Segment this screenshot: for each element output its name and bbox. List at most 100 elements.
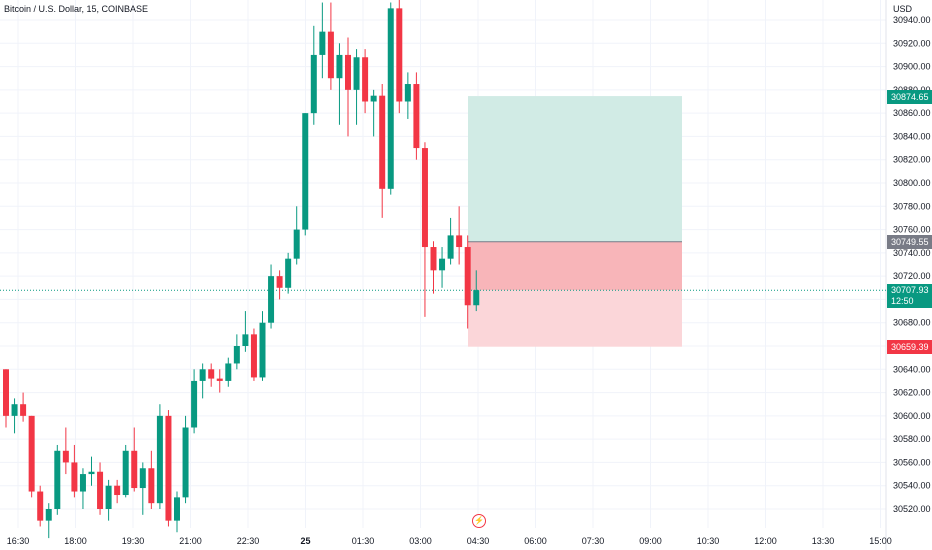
candle-body (182, 427, 189, 498)
bar-countdown: 12:50 (891, 296, 914, 306)
time-tick-label: 22:30 (237, 536, 260, 546)
candle-body (62, 450, 69, 463)
price-tick-label: 30640.00 (893, 364, 931, 374)
price-tick-label: 30540.00 (893, 481, 931, 491)
candle-body (268, 276, 275, 323)
candle-body (473, 290, 480, 306)
candle-body (139, 468, 146, 489)
candle-body (447, 235, 454, 259)
price-tick-label: 30560.00 (893, 457, 931, 467)
candle-body (404, 84, 411, 102)
time-tick-label: 13:30 (812, 536, 835, 546)
time-tick-label: 25 (300, 536, 310, 546)
time-axis[interactable]: 16:30 18:00 19:30 21:00 22:30 25 01:30 03:00 04:… (7, 536, 892, 546)
candle-body (276, 276, 283, 288)
price-tick-label: 30600.00 (893, 411, 931, 421)
candle-body (439, 258, 446, 271)
candle-body (165, 415, 172, 521)
last-price-tag: 30707.93 12:50 (887, 284, 932, 308)
time-tick-label: 10:30 (697, 536, 720, 546)
candle-body (20, 404, 27, 416)
candle-body (250, 334, 257, 378)
candle-body (430, 247, 437, 271)
candle-body (28, 415, 35, 492)
candle-body (302, 113, 309, 230)
time-tick-label: 04:30 (467, 536, 490, 546)
candle-body (11, 404, 18, 416)
candle-body (3, 369, 9, 416)
candle-body (327, 31, 334, 79)
candle-body (208, 369, 215, 379)
candle-body (464, 247, 471, 306)
stop-price-tag: 30659.39 (887, 340, 932, 354)
candle-body (88, 471, 95, 475)
candle-body (105, 485, 112, 509)
candle-body (191, 380, 198, 428)
time-tick-label: 09:00 (639, 536, 662, 546)
position-zones[interactable] (0, 96, 886, 347)
entry-price-tag: 30749.55 (887, 235, 932, 249)
candle-body (242, 334, 249, 346)
price-tick-label: 30780.00 (893, 201, 931, 211)
candle-body (259, 322, 266, 378)
time-tick-label: 07:30 (582, 536, 605, 546)
candle-body (353, 57, 360, 90)
candle-body (79, 474, 86, 492)
lightning-bolt-icon[interactable]: ⚡ (472, 514, 486, 528)
target-price-tag: 30874.65 (887, 90, 932, 104)
candle-body (345, 54, 351, 90)
candle-body (421, 148, 428, 248)
loss-zone-active[interactable] (468, 241, 682, 291)
price-tick-label: 30800.00 (893, 178, 931, 188)
candle-body (225, 363, 232, 381)
time-tick-label: 01:30 (352, 536, 375, 546)
price-tick-label: 30740.00 (893, 248, 931, 258)
price-tick-label: 30720.00 (893, 271, 931, 281)
price-tick-label: 30900.00 (893, 62, 931, 72)
candle-body (233, 346, 240, 364)
candle-body (148, 468, 155, 504)
candle-body (97, 471, 104, 509)
price-tick-label: 30620.00 (893, 388, 931, 398)
candles (3, 0, 480, 539)
candle-body (310, 54, 317, 114)
candle-body (285, 258, 292, 288)
price-tick-label: 30520.00 (893, 504, 931, 514)
candle-body (370, 95, 377, 102)
candle-body (293, 229, 300, 259)
price-tick-label: 30580.00 (893, 434, 931, 444)
price-tick-label: 30840.00 (893, 131, 931, 141)
time-tick-label: 12:00 (754, 536, 777, 546)
last-price-value: 30707.93 (891, 285, 929, 295)
time-tick-label: 18:00 (64, 536, 87, 546)
candle-body (319, 31, 326, 55)
candle-body (216, 378, 223, 381)
candle-body (122, 450, 129, 496)
price-tick-label: 30880.00 (893, 85, 931, 95)
candle-body (336, 54, 343, 79)
candle-body (362, 57, 369, 102)
currency-label[interactable]: USD (893, 4, 913, 14)
price-tick-label: 30940.00 (893, 15, 931, 25)
time-tick-label: 16:30 (7, 536, 30, 546)
price-tick-label: 30860.00 (893, 108, 931, 118)
time-tick-label: 15:00 (869, 536, 892, 546)
candle-body (37, 491, 44, 521)
candle-body (387, 8, 394, 189)
loss-zone[interactable] (468, 290, 682, 347)
candle-body (156, 415, 163, 504)
candle-body (131, 450, 138, 489)
price-tick-label: 30760.00 (893, 225, 931, 235)
time-tick-label: 19:30 (122, 536, 145, 546)
candle-body (54, 450, 61, 509)
candle-body (174, 497, 180, 521)
price-tick-label: 30680.00 (893, 318, 931, 328)
time-tick-label: 03:00 (409, 536, 432, 546)
time-tick-label: 06:00 (524, 536, 547, 546)
candle-body (114, 485, 121, 496)
candle-body (199, 369, 206, 381)
grid-lines (0, 0, 887, 550)
chart-title: Bitcoin / U.S. Dollar, 15, COINBASE (4, 4, 149, 14)
profit-zone[interactable] (468, 96, 682, 242)
